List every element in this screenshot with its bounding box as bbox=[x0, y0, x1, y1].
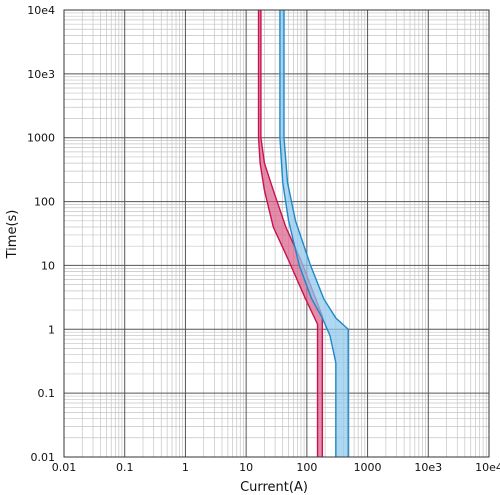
y-axis-title: Time(s) bbox=[5, 210, 20, 260]
plot-frame bbox=[63, 9, 490, 458]
x-tick-label: 10e3 bbox=[414, 461, 442, 474]
band-min-curve-2 bbox=[279, 10, 337, 457]
x-tick-label: 10e4 bbox=[475, 461, 500, 474]
y-tick-label: 0.01 bbox=[31, 451, 56, 464]
curve-bands bbox=[257, 10, 349, 457]
x-tick-labels: 0.010.1110100100010e310e410e5 bbox=[52, 461, 500, 474]
x-tick-label: 1 bbox=[182, 461, 189, 474]
y-tick-label: 0.1 bbox=[38, 387, 56, 400]
y-tick-label: 100 bbox=[34, 196, 55, 209]
x-tick-label: 1000 bbox=[354, 461, 382, 474]
y-tick-label: 1000 bbox=[27, 132, 55, 145]
x-axis-title: Current(A) bbox=[240, 480, 308, 495]
y-tick-label: 10e4 bbox=[27, 4, 55, 17]
x-tick-label: 0.1 bbox=[116, 461, 134, 474]
x-tick-label: 100 bbox=[296, 461, 317, 474]
y-tick-labels: 0.010.1110100100010e310e410e5 bbox=[27, 4, 56, 464]
y-tick-label: 10e3 bbox=[27, 68, 55, 81]
band-fill-2 bbox=[279, 10, 349, 457]
band-min-curve-1 bbox=[257, 10, 319, 457]
band-max-curve-2 bbox=[283, 10, 349, 457]
y-tick-label: 1 bbox=[48, 323, 55, 336]
x-tick-label: 10 bbox=[239, 461, 253, 474]
y-tick-label: 10 bbox=[41, 259, 55, 272]
x-tick-label: 0.01 bbox=[52, 461, 77, 474]
